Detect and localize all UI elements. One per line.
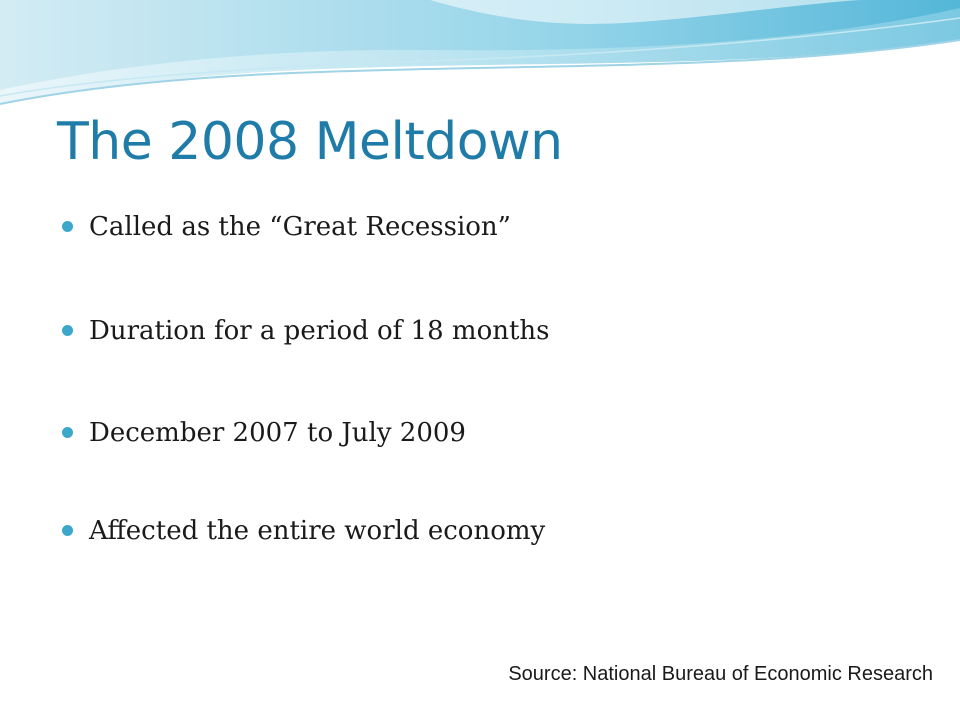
slide-title: The 2008 Meltdown [57, 112, 563, 172]
bullet-icon [62, 221, 73, 232]
bullet-icon [62, 427, 73, 438]
header-wave-decoration [0, 0, 960, 105]
bullet-text: Affected the entire world economy [89, 516, 546, 546]
bullet-icon [62, 325, 73, 336]
source-citation: Source: National Bureau of Economic Rese… [508, 663, 933, 685]
bullet-text: December 2007 to July 2009 [89, 418, 466, 448]
bullet-icon [62, 525, 73, 536]
bullet-text: Called as the “Great Recession” [89, 212, 511, 242]
bullet-text: Duration for a period of 18 months [89, 316, 550, 346]
